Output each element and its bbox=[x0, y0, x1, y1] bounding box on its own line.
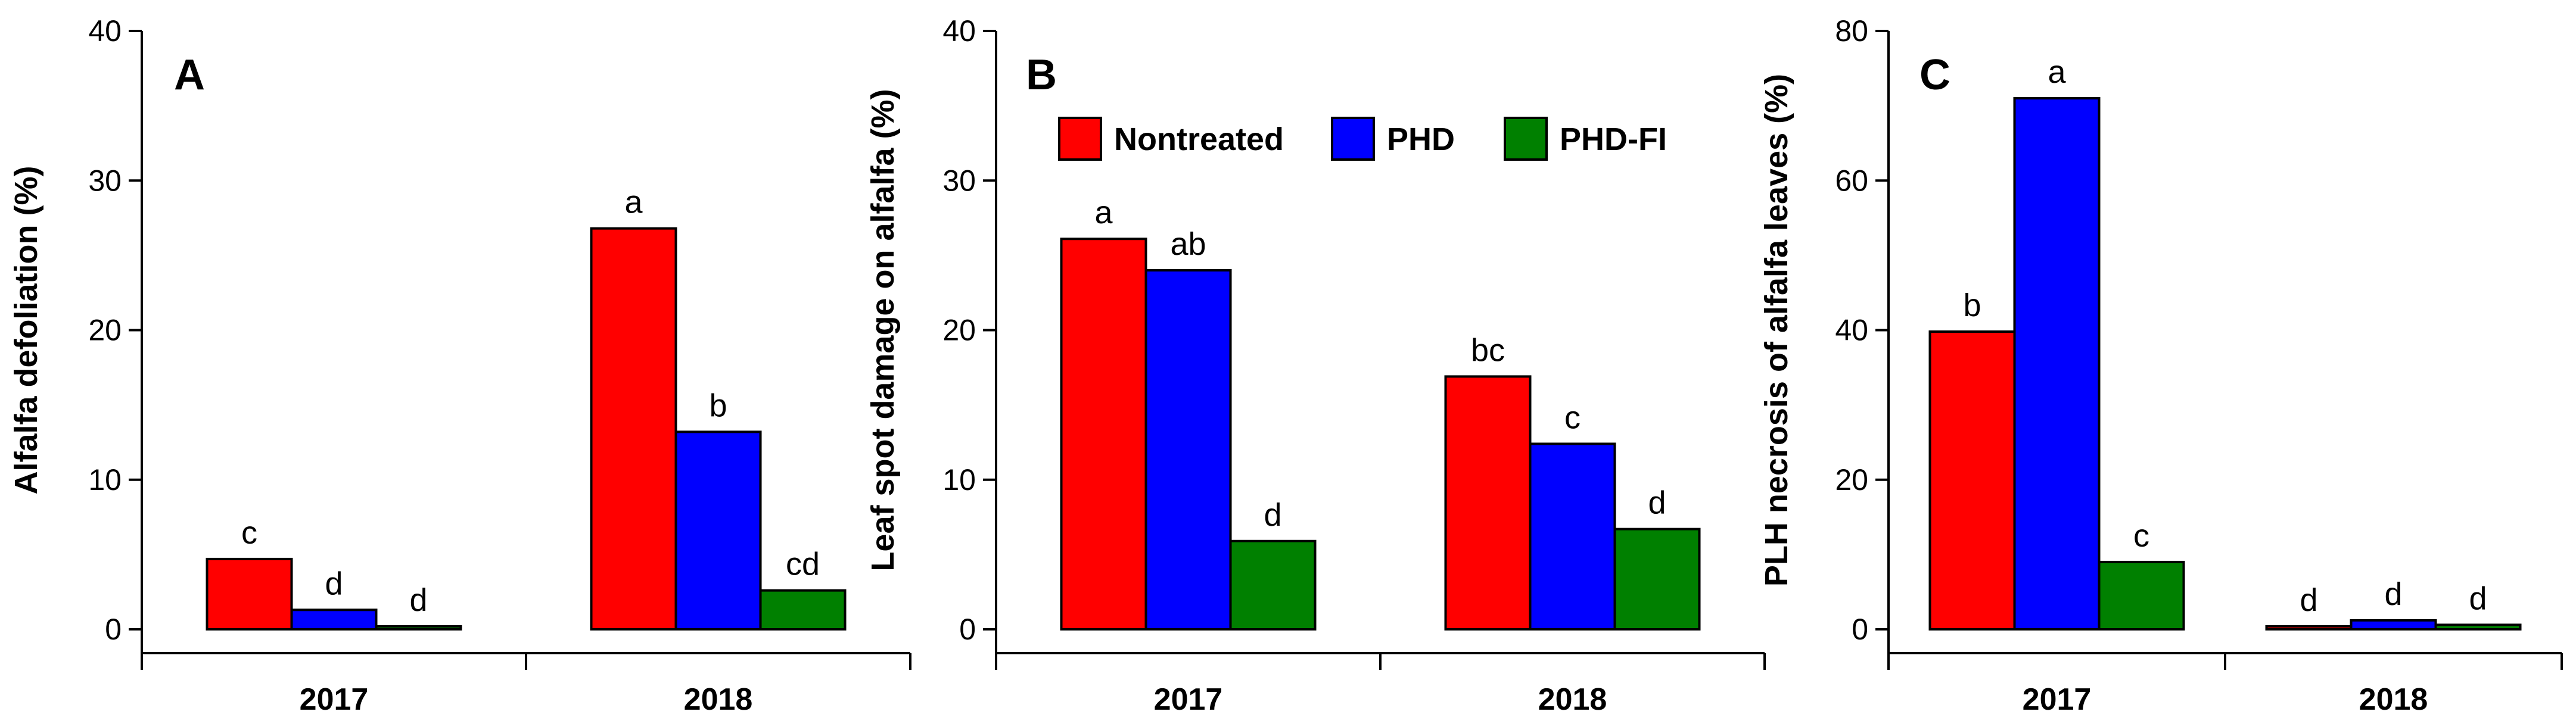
significance-letter: d bbox=[2469, 580, 2487, 616]
bar bbox=[1529, 442, 1616, 631]
bar bbox=[290, 608, 378, 631]
y-tick-label: 80 bbox=[1835, 14, 1868, 48]
x-tick-label: 2018 bbox=[2359, 682, 2428, 717]
legend-entry: PHD-FI bbox=[1560, 121, 1667, 157]
significance-letter: ab bbox=[1170, 226, 1206, 262]
significance-letter: d bbox=[2300, 582, 2317, 618]
x-tick-label: 2017 bbox=[1154, 682, 1223, 717]
panel-label: B bbox=[1026, 51, 1057, 99]
legend-entry: PHD bbox=[1387, 121, 1455, 157]
significance-letter: bc bbox=[1471, 332, 1505, 368]
legend-swatch bbox=[1331, 117, 1375, 161]
significance-letter: b bbox=[709, 388, 727, 423]
y-tick-label: 20 bbox=[1835, 463, 1868, 497]
bar bbox=[1444, 375, 1532, 631]
legend: Nontreated PHD PHD-FI bbox=[1058, 117, 1667, 161]
bar bbox=[206, 557, 293, 631]
x-tick-label: 2017 bbox=[300, 682, 369, 717]
bar bbox=[1229, 539, 1317, 631]
legend-entry: Nontreated bbox=[1114, 121, 1284, 157]
significance-letter: cd bbox=[786, 547, 820, 582]
significance-letter: d bbox=[1264, 497, 1281, 533]
y-tick-label: 30 bbox=[88, 164, 122, 197]
y-tick-label: 10 bbox=[88, 463, 122, 497]
significance-letter: c bbox=[241, 515, 257, 551]
y-tick-label: 40 bbox=[942, 14, 976, 48]
y-tick-label: 0 bbox=[959, 613, 976, 646]
bar bbox=[674, 430, 762, 631]
y-tick-label: 0 bbox=[105, 613, 122, 646]
bar bbox=[2098, 560, 2185, 631]
significance-letter: d bbox=[2384, 576, 2402, 612]
legend-swatch bbox=[1504, 117, 1548, 161]
y-tick-label: 30 bbox=[942, 164, 976, 197]
bar bbox=[375, 625, 462, 631]
y-tick-label: 20 bbox=[942, 314, 976, 347]
bar bbox=[1144, 269, 1232, 631]
bar bbox=[2013, 97, 2101, 631]
y-axis-label: Alfalfa defoliation (%) bbox=[8, 166, 44, 495]
significance-letter: a bbox=[624, 185, 643, 220]
bar bbox=[1060, 238, 1147, 631]
legend-swatch bbox=[1058, 117, 1102, 161]
bar bbox=[2350, 619, 2437, 631]
y-tick-label: 10 bbox=[942, 463, 976, 497]
bar bbox=[1928, 330, 2016, 631]
y-axis-label: PLH necrosis of alfalfa leaves (%) bbox=[1759, 74, 1794, 586]
panel-label: A bbox=[174, 51, 205, 99]
x-tick-label: 2017 bbox=[2023, 682, 2092, 717]
significance-letter: c bbox=[2133, 518, 2149, 554]
y-tick-label: 40 bbox=[88, 14, 122, 48]
x-tick-label: 2018 bbox=[1538, 682, 1607, 717]
chart-panel-b: 0 10 20 30 40 2017 2018 a ab d bc c d Leaf spot damag… bbox=[865, 14, 1766, 717]
chart-panel-c: 0 20 40 60 80 2017 2018 b a c d d d PLH necrosis of a… bbox=[1759, 14, 2563, 717]
panel-label: C bbox=[1919, 51, 1950, 99]
bar bbox=[590, 227, 677, 631]
significance-letter: a bbox=[2048, 54, 2066, 90]
x-tick-label: 2018 bbox=[684, 682, 753, 717]
significance-letter: d bbox=[325, 566, 343, 601]
y-axis-label: Leaf spot damage on alfalfa (%) bbox=[865, 89, 901, 571]
bar bbox=[759, 589, 847, 631]
y-tick-label: 20 bbox=[88, 314, 122, 347]
y-tick-label: 40 bbox=[1835, 314, 1868, 347]
bar bbox=[2265, 625, 2353, 631]
bar bbox=[2434, 623, 2522, 631]
bar bbox=[1613, 528, 1701, 631]
significance-letter: d bbox=[409, 582, 427, 618]
significance-letter: c bbox=[1564, 399, 1581, 435]
y-tick-label: 0 bbox=[1852, 613, 1868, 646]
y-tick-label: 60 bbox=[1835, 164, 1868, 197]
significance-letter: d bbox=[1648, 485, 1666, 521]
significance-letter: a bbox=[1094, 195, 1113, 230]
significance-letter: b bbox=[1963, 288, 1981, 323]
